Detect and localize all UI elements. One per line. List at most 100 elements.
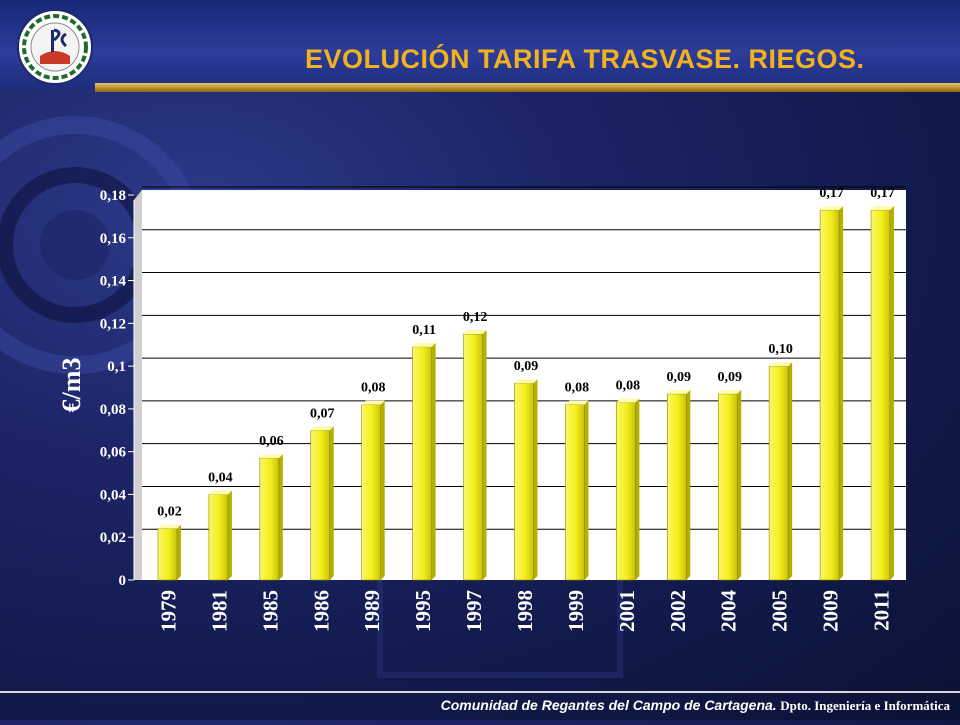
x-tick-label: 1989 <box>360 590 384 632</box>
bar-top <box>871 205 895 210</box>
footer-organization: Comunidad de Regantes del Campo de Carta… <box>440 697 777 713</box>
bar-top <box>157 524 181 529</box>
x-tick-label: 1986 <box>309 590 333 632</box>
bar <box>819 209 840 581</box>
data-label: 0,12 <box>463 310 488 325</box>
bar <box>768 365 789 581</box>
bar-side <box>278 454 283 580</box>
bar-top <box>718 389 742 394</box>
data-label: 0,10 <box>768 342 793 357</box>
y-tick-label: 0,16 <box>100 231 127 247</box>
data-label: 0,09 <box>514 359 539 374</box>
y-tick-label: 0,02 <box>100 530 126 546</box>
bar-side <box>737 389 742 580</box>
data-label: 0,09 <box>667 370 692 385</box>
data-label: 0,09 <box>717 370 742 385</box>
bar-top <box>412 342 436 347</box>
y-tick-label: 0,04 <box>100 487 127 503</box>
bar-side <box>533 379 538 580</box>
bar-top <box>514 379 538 384</box>
y-tick-label: 0,1 <box>107 359 126 375</box>
data-label: 0,08 <box>361 381 386 396</box>
bar-top <box>769 362 793 367</box>
footer-department: Dpto. Ingeniería e Informática <box>780 698 950 713</box>
bar-side <box>788 362 793 580</box>
bar <box>208 494 229 581</box>
bar <box>666 393 687 581</box>
bar <box>361 404 382 581</box>
bar-side <box>176 524 181 580</box>
bar-side <box>482 330 487 580</box>
y-tick-label: 0,08 <box>100 402 126 418</box>
plot-side-wall <box>134 190 142 580</box>
x-tick-label: 1997 <box>462 590 486 632</box>
bar-side <box>635 398 640 580</box>
data-labels: 0,02 0,04 0,06 0,07 0,08 0,11 0,12 0,09 0,08 0,08… <box>157 186 895 520</box>
bar-top <box>361 400 385 405</box>
y-axis-label: €/m3 <box>57 358 86 413</box>
bar <box>259 457 280 581</box>
y-tick-label: 0,06 <box>100 445 127 461</box>
data-label: 0,17 <box>819 186 844 201</box>
bar-top <box>616 398 640 403</box>
x-tick-label: 1998 <box>513 590 537 632</box>
data-label: 0,04 <box>208 470 233 485</box>
y-tick-label: 0,14 <box>100 274 127 290</box>
bar <box>717 393 738 581</box>
bar-top <box>820 205 844 210</box>
data-label: 0,07 <box>310 406 335 421</box>
bar-top <box>463 330 487 335</box>
bar-side <box>686 389 691 580</box>
bar-top <box>565 400 589 405</box>
bar <box>870 209 891 581</box>
x-tick-label: 1979 <box>156 590 180 632</box>
bar-side <box>380 400 385 580</box>
page-title: EVOLUCIÓN TARIFA TRASVASE. RIEGOS. <box>305 44 865 74</box>
data-label: 0,02 <box>157 505 182 520</box>
y-tick-label: 0 <box>119 573 127 589</box>
x-tick-label: 1995 <box>411 590 435 632</box>
bar <box>157 528 178 581</box>
x-tick-label: 2002 <box>666 590 690 632</box>
logo-icon <box>17 9 93 85</box>
y-tick-label: 0,18 <box>100 188 126 204</box>
x-tick-label: 1985 <box>258 590 282 632</box>
data-label: 0,06 <box>259 434 284 449</box>
bar-side <box>227 490 232 580</box>
bar <box>463 333 483 581</box>
bar <box>514 382 534 581</box>
bar-side <box>329 426 334 580</box>
bar <box>565 404 585 581</box>
bar-top <box>310 426 334 431</box>
bar <box>616 402 636 581</box>
x-tick-label: 1981 <box>207 590 231 632</box>
x-tick-label: 2005 <box>768 590 792 632</box>
data-label: 0,08 <box>565 381 590 396</box>
data-label: 0,08 <box>616 378 641 393</box>
bar-top <box>208 490 232 495</box>
x-tick-label: 2001 <box>615 590 639 632</box>
bar-side <box>839 205 844 580</box>
x-tick-label: 2004 <box>717 590 741 633</box>
bar <box>412 346 432 581</box>
bars <box>157 205 895 581</box>
bar <box>310 429 331 581</box>
y-tick-labels: 0 0,02 0,04 0,06 0,08 0,1 0,12 0,14 0,16 0,18 <box>100 188 135 589</box>
bar-side <box>584 400 589 580</box>
bar-side <box>431 342 436 580</box>
x-tick-label: 1999 <box>564 590 588 632</box>
bar-top <box>667 389 691 394</box>
bar-top <box>259 454 283 459</box>
footer-rule <box>0 691 960 693</box>
y-tick-label: 0,12 <box>100 316 126 332</box>
data-label: 0,11 <box>412 323 436 338</box>
gold-rule <box>95 83 960 92</box>
x-tick-labels: 1979 1981 1985 1986 1989 1995 1997 1998 1999 2001… <box>156 590 893 633</box>
x-tick-label: 2011 <box>870 590 894 631</box>
bar-side <box>890 205 895 580</box>
data-label: 0,17 <box>870 186 895 201</box>
header-band <box>0 0 960 88</box>
footer: Comunidad de Regantes del Campo de Carta… <box>441 697 950 714</box>
